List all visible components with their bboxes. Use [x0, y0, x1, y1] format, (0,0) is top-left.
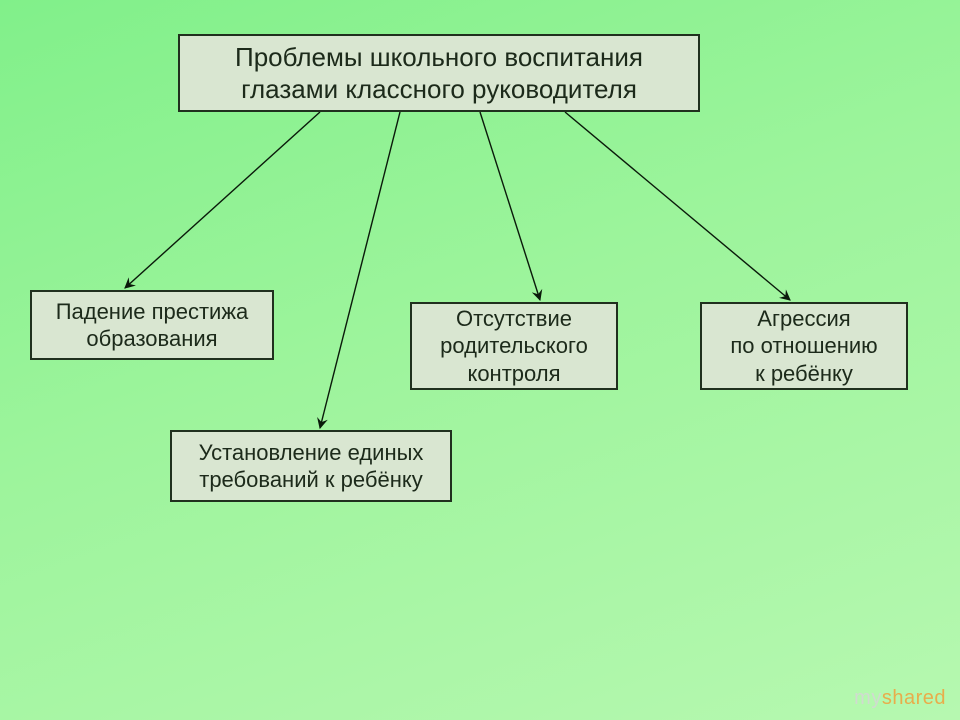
title-box: Проблемы школьного воспитания глазами кл… [178, 34, 700, 112]
child-1-text: Падение престижа образования [56, 298, 249, 353]
child-4-text: Агрессия по отношению к ребёнку [730, 305, 877, 388]
child-box-1: Падение престижа образования [30, 290, 274, 360]
child-box-2: Установление единых требований к ребёнку [170, 430, 452, 502]
child-2-text: Установление единых требований к ребёнку [199, 439, 424, 494]
child-box-3: Отсутствие родительского контроля [410, 302, 618, 390]
title-text: Проблемы школьного воспитания глазами кл… [235, 41, 643, 106]
diagram-canvas: Проблемы школьного воспитания глазами кл… [0, 0, 960, 720]
child-box-4: Агрессия по отношению к ребёнку [700, 302, 908, 390]
child-3-text: Отсутствие родительского контроля [440, 305, 588, 388]
watermark: myshared [854, 687, 946, 710]
